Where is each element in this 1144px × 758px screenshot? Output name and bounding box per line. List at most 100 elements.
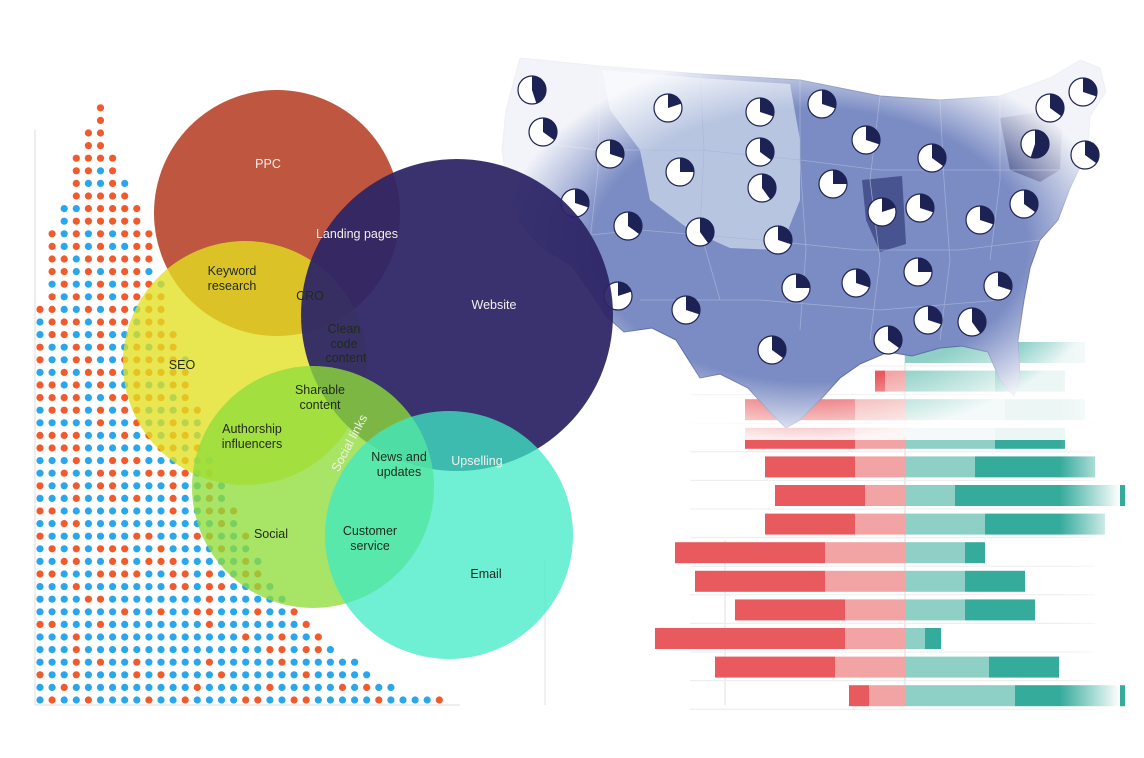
bar-segment [905, 599, 965, 621]
histogram-dot [84, 230, 92, 238]
bar-segment [835, 656, 905, 678]
histogram-dot [157, 646, 165, 654]
histogram-dot [96, 217, 105, 225]
histogram-dot [121, 431, 129, 439]
venn-label-customer-service-line1: Customer [343, 524, 397, 538]
histogram-dot [109, 620, 117, 629]
histogram-dot [193, 532, 201, 540]
histogram-dot [399, 696, 407, 704]
histogram-dot [205, 570, 213, 578]
histogram-dot [363, 671, 371, 679]
histogram-dot [157, 520, 165, 528]
histogram-dot [96, 142, 105, 150]
histogram-dot [96, 507, 105, 515]
histogram-dot [217, 696, 226, 704]
histogram-dot [133, 646, 141, 654]
pie-marker-slice [1050, 94, 1065, 117]
histogram-dot [84, 280, 92, 288]
histogram-dot [84, 255, 92, 263]
histogram-dot [109, 482, 117, 490]
histogram-dot [205, 671, 213, 679]
histogram-dot [121, 406, 129, 414]
histogram-dot [96, 671, 105, 679]
histogram-dot [48, 280, 56, 288]
venn-label-sharable-line2: content [299, 398, 341, 412]
histogram-dot [60, 671, 68, 679]
histogram-dot [84, 368, 92, 376]
histogram-dot [133, 255, 141, 263]
histogram-dot [278, 608, 286, 616]
histogram-dot [109, 368, 117, 376]
histogram-dot [96, 129, 105, 137]
histogram-dot [84, 545, 92, 553]
bar-segment [869, 685, 905, 707]
histogram-dot [72, 583, 80, 591]
histogram-dot [48, 532, 56, 540]
histogram-dot [72, 696, 80, 704]
histogram-dot [217, 658, 226, 666]
histogram-dot [145, 532, 153, 540]
histogram-dot [387, 683, 395, 692]
histogram-dot [266, 683, 274, 692]
histogram-dot [96, 368, 105, 376]
histogram-dot [205, 646, 213, 654]
histogram-dot [217, 570, 226, 578]
histogram-dot [169, 646, 177, 654]
histogram-dot [338, 683, 347, 692]
histogram-dot [121, 532, 129, 540]
histogram-dot [36, 608, 44, 616]
histogram-dot [72, 557, 80, 566]
histogram-dot [121, 444, 129, 452]
bar-segment [765, 456, 855, 478]
histogram-dot [109, 457, 117, 465]
histogram-dot [302, 620, 310, 629]
pie-marker-slice [532, 76, 546, 104]
histogram-dot [121, 507, 129, 515]
histogram-dot [84, 192, 92, 200]
histogram-dot [254, 633, 262, 641]
histogram-dot [266, 658, 274, 666]
bar-segment [965, 570, 1025, 592]
histogram-dot [121, 696, 129, 704]
histogram-dot [60, 507, 68, 515]
histogram-dot [60, 268, 68, 276]
pie-marker-slice [920, 194, 934, 213]
histogram-dot [217, 683, 226, 692]
histogram-dot [36, 520, 44, 528]
histogram-dot [96, 520, 105, 528]
histogram-dot [60, 482, 68, 490]
histogram-dot [48, 507, 56, 515]
histogram-dot [84, 394, 92, 402]
histogram-dot [72, 230, 80, 238]
pie-marker-slice [972, 308, 987, 334]
histogram-dot [72, 343, 80, 351]
histogram-dot [60, 469, 68, 477]
bar-segment [865, 485, 905, 506]
pie-marker-slice [796, 274, 810, 288]
histogram-dot [290, 683, 298, 692]
histogram-dot [133, 696, 141, 704]
histogram-dot [157, 507, 165, 515]
histogram-dot [121, 457, 129, 465]
histogram-dot [278, 646, 286, 654]
histogram-dot [84, 205, 92, 213]
histogram-dot [302, 671, 310, 679]
histogram-dot [109, 230, 117, 238]
histogram-dot [109, 305, 117, 313]
histogram-dot [96, 230, 105, 238]
histogram-dot [48, 368, 56, 376]
histogram-dot [84, 633, 92, 641]
histogram-dot [96, 381, 105, 389]
histogram-dot [157, 557, 165, 566]
histogram-dot [109, 217, 117, 225]
histogram-dot [96, 444, 105, 452]
histogram-dot [278, 633, 286, 641]
histogram-dot [121, 633, 129, 641]
histogram-dot [193, 620, 201, 629]
bar-segment [845, 628, 905, 649]
histogram-dot [230, 620, 238, 629]
histogram-dot [145, 255, 153, 263]
venn-label-keyword-research-line1: Keyword [208, 264, 257, 278]
histogram-dot [48, 570, 56, 578]
histogram-dot [96, 255, 105, 263]
